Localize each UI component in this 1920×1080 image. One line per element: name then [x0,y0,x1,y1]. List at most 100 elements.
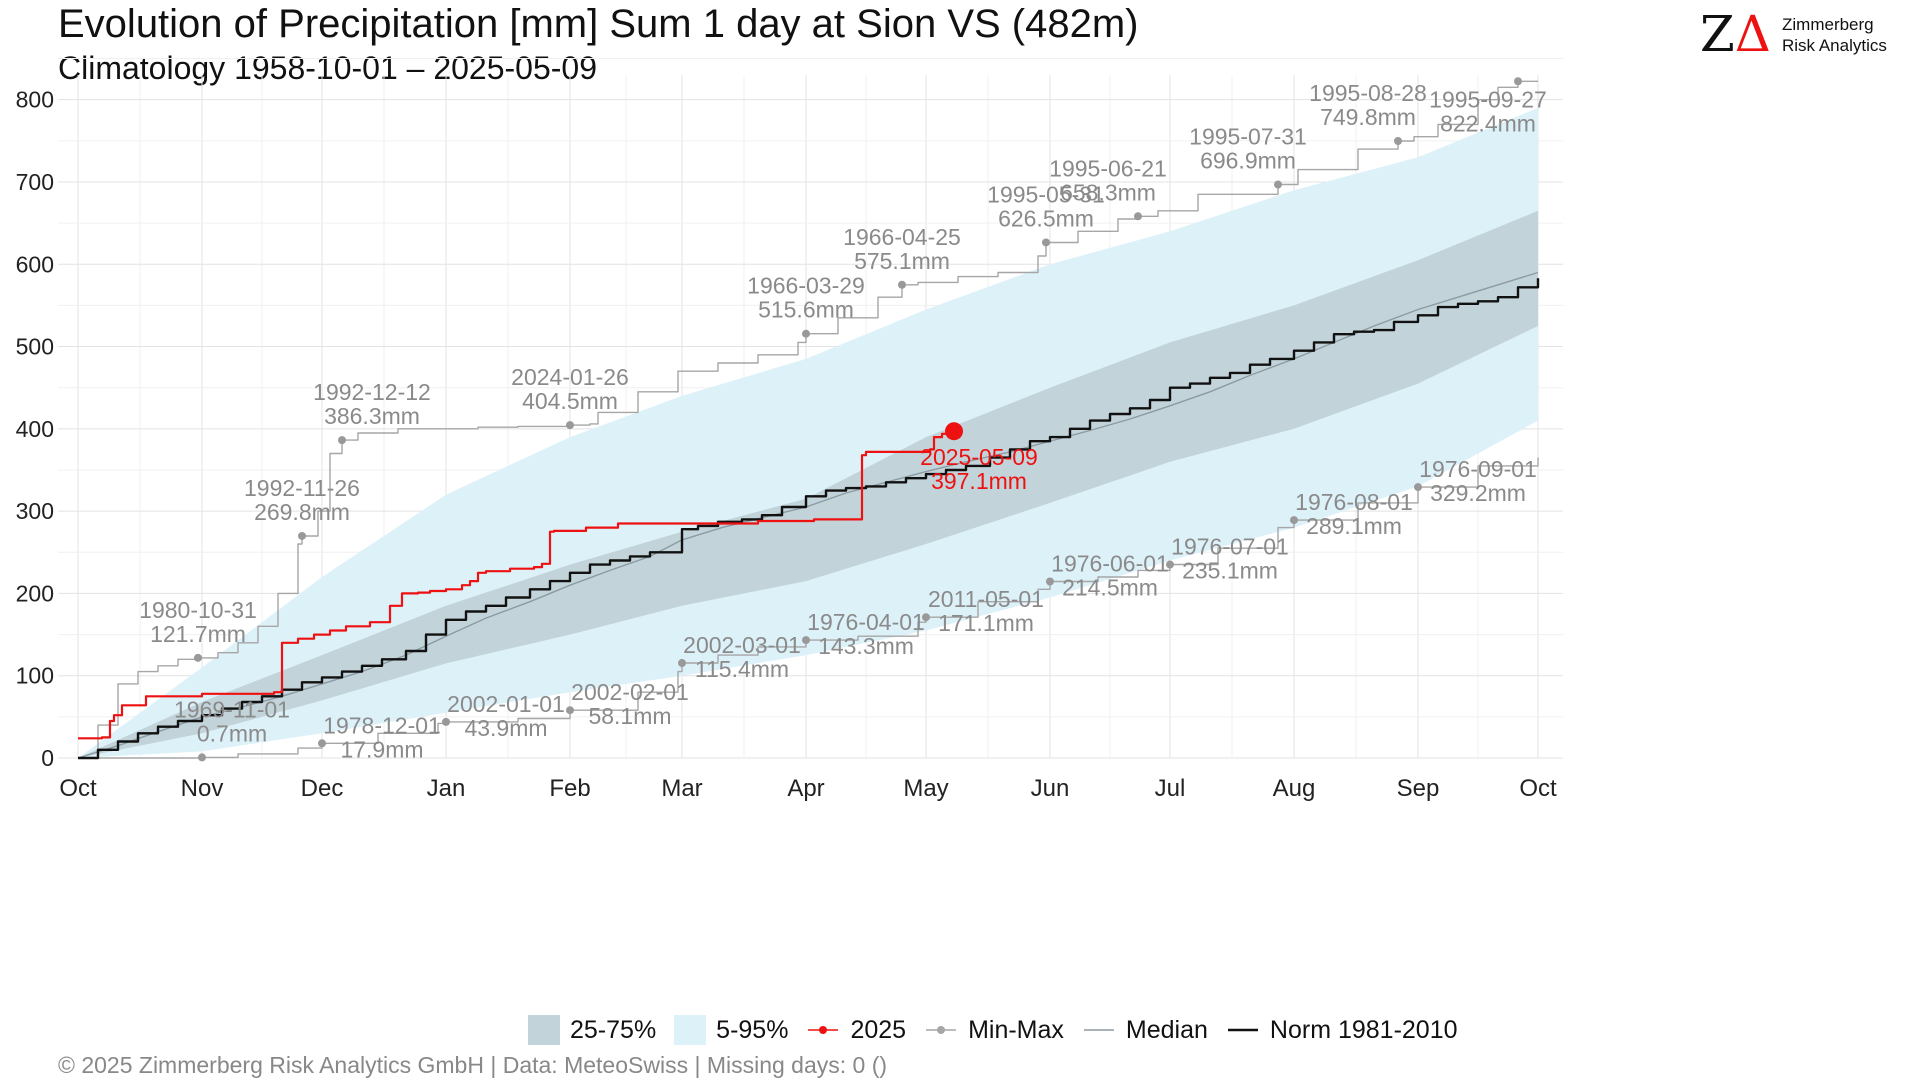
record-date-label: 1976-09-01 [1419,456,1537,482]
record-value-label: 386.3mm [324,403,420,429]
current-2025-point [945,422,963,441]
record-point [566,421,574,430]
y-tick-label: 200 [16,580,54,606]
current-date-label: 2025-05-09 [920,444,1038,470]
record-point [1046,577,1054,586]
legend-swatch [808,1026,839,1034]
legend-item: Norm 1981-2010 [1226,1016,1458,1045]
record-value-label: 171.1mm [938,610,1034,636]
record-value-label: 58.1mm [588,703,671,729]
record-value-label: 575.1mm [854,248,950,274]
y-tick-label: 600 [16,251,54,277]
legend-label: 25-75% [570,1015,657,1044]
record-date-label: 1995-08-28 [1309,80,1427,106]
legend-label: Median [1125,1015,1208,1044]
record-date-label: 2024-01-26 [511,364,629,390]
y-tick-label: 700 [16,169,54,195]
record-date-label: 2011-05-01 [928,586,1044,612]
record-date-label: 1976-04-01 [807,609,925,635]
record-value-label: 626.5mm [998,205,1094,231]
precipitation-chart: 0 100 200 300 400 500 600 700 800 Oct Nov Dec Jan Feb… [16,58,1563,802]
y-tick-label: 300 [16,498,54,524]
x-tick-label: Mar [661,775,702,802]
record-value-label: 749.8mm [1320,104,1416,130]
y-tick-label: 500 [16,334,54,360]
record-date-label: 1969-11-01 [174,696,290,722]
current-value-label: 397.1mm [931,468,1027,494]
legend-swatch [1227,1028,1258,1032]
record-value-label: 17.9mm [340,736,423,762]
record-value-label: 121.7mm [150,621,246,647]
legend-label: 5-95% [716,1015,789,1044]
record-point [194,653,202,662]
record-value-label: 515.6mm [758,297,854,323]
legend-item: Median [1082,1016,1208,1045]
record-date-label: 1995-06-21 [1049,155,1167,181]
record-point [1134,212,1142,221]
record-date-label: 2002-02-01 [571,679,689,705]
x-tick-label: May [903,775,948,802]
record-point [802,329,810,338]
record-value-label: 404.5mm [522,388,618,414]
record-point [1394,136,1402,145]
x-tick-label: Jan [427,775,466,802]
x-tick-label: Oct [1519,775,1557,802]
band-5-95 [78,107,1538,758]
legend-swatch [1083,1029,1114,1031]
record-point [1166,560,1174,569]
x-tick-label: Oct [59,775,97,802]
record-value-label: 822.4mm [1440,110,1536,136]
legend-label: Norm 1981-2010 [1269,1015,1458,1044]
record-date-label: 1992-11-26 [244,475,360,501]
record-value-label: 329.2mm [1430,480,1526,506]
logo-text: Zimmerberg Risk Analytics [1782,14,1887,56]
record-date-label: 1995-07-31 [1189,124,1307,150]
y-tick-label: 800 [16,87,54,113]
legend-swatch [674,1015,707,1045]
record-date-label: 1976-06-01 [1051,550,1169,576]
record-point [198,753,206,762]
y-tick-label: 400 [16,416,54,442]
record-value-label: 235.1mm [1182,558,1278,584]
x-tick-label: Feb [549,775,590,802]
legend-item: 2025 [806,1016,906,1045]
zimmerberg-logo: ZΔ Zimmerberg Risk Analytics [1700,6,1910,66]
chart-title: Evolution of Precipitation [mm] Sum 1 da… [58,2,1139,46]
logo-line-1: Zimmerberg [1782,15,1874,34]
record-point [338,436,346,445]
x-tick-label: Apr [787,775,824,802]
min-series-line [78,457,1539,759]
logo-line-2: Risk Analytics [1782,36,1887,55]
record-point [898,280,906,289]
y-tick-label: 100 [16,663,54,689]
legend-item: 25-75% [528,1015,656,1045]
x-tick-label: Aug [1273,775,1316,802]
record-date-label: 1976-08-01 [1295,489,1413,515]
record-value-label: 143.3mm [818,633,914,659]
record-value-label: 696.9mm [1200,148,1296,174]
record-point [802,636,810,645]
logo-mark: ZΔ [1700,5,1771,63]
record-date-label: 1978-12-01 [323,712,441,738]
footer-credits: © 2025 Zimmerberg Risk Analytics GmbH | … [58,1052,888,1078]
record-date-label: 1980-10-31 [139,597,257,623]
record-point [298,531,306,540]
record-date-label: 1966-03-29 [747,273,865,299]
legend-label: Min-Max [968,1015,1064,1044]
record-date-label: 1992-12-12 [313,379,431,405]
chart-legend: 25-75% 5-95% 2025 Min-Max Median Norm 1981-20… [528,1012,1476,1048]
x-tick-label: Jul [1155,775,1186,802]
chart-subtitle: Climatology 1958-10-01 – 2025-05-09 [58,50,598,86]
record-point [1290,516,1298,525]
norm-series-line [78,278,1540,760]
y-tick-label: 0 [41,745,54,771]
record-date-label: 2002-03-01 [683,632,801,658]
record-value-label: 658.3mm [1060,179,1156,205]
x-tick-label: Dec [301,775,344,802]
record-value-label: 289.1mm [1306,513,1402,539]
record-point [1042,238,1050,247]
record-date-label: 1995-09-27 [1429,86,1547,112]
x-tick-label: Jun [1031,775,1070,802]
record-point [1274,180,1282,189]
record-value-label: 269.8mm [254,499,350,525]
